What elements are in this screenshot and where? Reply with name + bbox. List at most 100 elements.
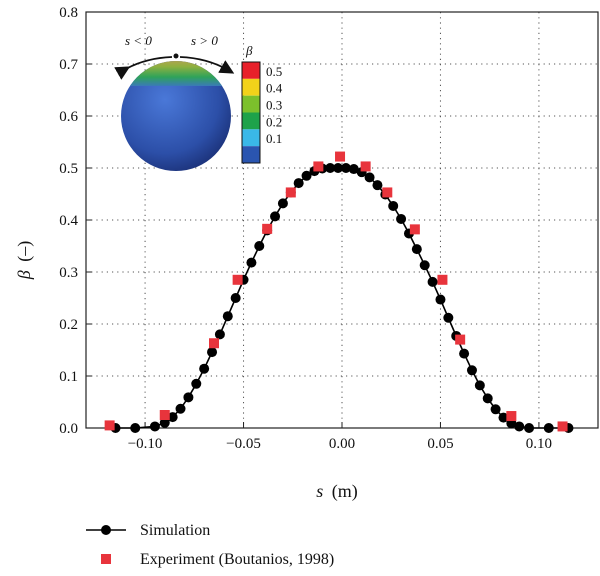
legend-label-simulation: Simulation xyxy=(140,522,210,539)
simulation-point xyxy=(490,404,501,415)
simulation-point xyxy=(301,170,312,181)
label-s-positive: s > 0 xyxy=(191,33,218,48)
simulation-point xyxy=(340,163,351,173)
series-experiment xyxy=(104,151,568,432)
x-tick-label: −0.05 xyxy=(226,436,261,452)
y-tick-label: 0.4 xyxy=(59,213,78,229)
colorbar-label: 0.5 xyxy=(266,64,282,79)
simulation-point xyxy=(372,180,383,191)
colorbar-label: 0.4 xyxy=(266,81,283,96)
simulation-point xyxy=(130,423,141,433)
simulation-point xyxy=(419,260,430,271)
simulation-point xyxy=(270,211,281,222)
colorbar-segment xyxy=(242,112,260,130)
y-axis-var: β xyxy=(14,270,34,280)
colorbar-label: 0.2 xyxy=(266,114,282,129)
simulation-point xyxy=(191,378,202,389)
y-tick-label: 0.0 xyxy=(59,421,78,437)
inset-sphere: s < 0 s > 0 β 0.5 0.4 0.30.2 0.1 xyxy=(114,33,283,171)
x-tick-label: 0.05 xyxy=(427,436,453,452)
simulation-point xyxy=(214,329,225,340)
x-tick-label: 0.00 xyxy=(329,436,355,452)
simulation-point xyxy=(348,164,359,175)
simulation-point xyxy=(175,403,186,414)
experiment-point xyxy=(313,161,324,172)
experiment-point xyxy=(557,421,568,432)
colorbar-segment xyxy=(242,146,260,163)
experiment-point xyxy=(382,187,393,198)
label-s-negative: s < 0 xyxy=(125,33,152,48)
simulation-point xyxy=(230,293,241,303)
axis-ticks xyxy=(86,11,540,429)
x-tick-label: −0.10 xyxy=(128,436,163,452)
experiment-point xyxy=(104,420,115,431)
arc-arrow-right xyxy=(179,56,235,74)
y-tick-label: 0.8 xyxy=(59,5,78,21)
arc-arrow-left xyxy=(114,56,173,80)
colorbar-label: 0.1 xyxy=(266,131,282,146)
simulation-point xyxy=(466,365,477,376)
simulation-point xyxy=(364,172,375,183)
simulation-point xyxy=(199,363,210,374)
simulation-point xyxy=(498,412,509,423)
simulation-point xyxy=(396,213,407,224)
simulation-point xyxy=(325,163,336,173)
simulation-point xyxy=(427,276,438,287)
y-tick-labels: 0.0 0.1 0.2 0.3 0.4 0.5 0.6 0.7 0.8 xyxy=(59,5,78,437)
x-tick-label: 0.10 xyxy=(526,436,552,452)
simulation-point xyxy=(183,392,194,403)
y-tick-label: 0.1 xyxy=(59,369,78,385)
simulation-point xyxy=(443,312,454,323)
y-tick-label: 0.3 xyxy=(59,265,78,281)
simulation-point xyxy=(159,417,170,428)
simulation-point xyxy=(207,347,218,358)
x-axis-var: s xyxy=(316,481,323,501)
simulation-point xyxy=(411,244,422,255)
y-axis-unit: (–) xyxy=(14,241,35,262)
legend: Simulation Experiment (Boutanios, 1998) xyxy=(86,522,334,568)
y-tick-label: 0.7 xyxy=(59,57,78,73)
colorbar-label: 0.3 xyxy=(266,98,282,113)
x-tick-labels: −0.10 −0.05 0.00 0.05 0.10 xyxy=(128,436,552,452)
experiment-point xyxy=(360,161,371,172)
simulation-point xyxy=(167,412,178,423)
experiment-point xyxy=(409,224,420,235)
simulation-point xyxy=(514,421,525,432)
experiment-point xyxy=(262,223,273,234)
experiment-point xyxy=(159,410,170,420)
simulation-point xyxy=(459,348,470,359)
x-axis-unit: (m) xyxy=(332,481,358,502)
colorbar-segment xyxy=(242,78,260,96)
simulation-point xyxy=(254,241,265,251)
experiment-point xyxy=(455,334,466,345)
experiment-point xyxy=(209,338,219,349)
experiment-point xyxy=(285,187,296,198)
colorbar-segment xyxy=(242,95,260,113)
colorbar-border xyxy=(241,61,261,164)
colorbar-labels: 0.5 0.4 0.30.2 0.1 xyxy=(266,64,283,146)
simulation-point xyxy=(246,257,257,268)
simulation-point xyxy=(293,178,304,189)
simulation-point xyxy=(474,380,485,391)
experiment-point xyxy=(232,274,243,285)
experiment-point xyxy=(335,151,346,162)
y-axis-label: β (–) xyxy=(14,241,35,280)
x-axis-label: s (m) xyxy=(316,481,358,502)
legend-item-simulation: Simulation xyxy=(86,522,210,539)
experiment-point xyxy=(437,274,448,285)
y-tick-label: 0.6 xyxy=(59,109,78,125)
legend-item-experiment: Experiment (Boutanios, 1998) xyxy=(101,551,334,568)
experiment-point xyxy=(506,411,517,422)
legend-label-experiment: Experiment (Boutanios, 1998) xyxy=(140,551,334,568)
simulation-point xyxy=(435,294,446,305)
colorbar-segment xyxy=(242,129,260,147)
y-tick-label: 0.2 xyxy=(59,317,78,333)
simulation-point xyxy=(482,393,493,404)
simulation-point xyxy=(543,423,554,433)
simulation-point xyxy=(222,311,233,322)
simulation-point xyxy=(524,423,535,433)
colorbar-title: β xyxy=(245,43,253,58)
sphere xyxy=(121,61,231,171)
colorbar-segment xyxy=(242,62,260,79)
